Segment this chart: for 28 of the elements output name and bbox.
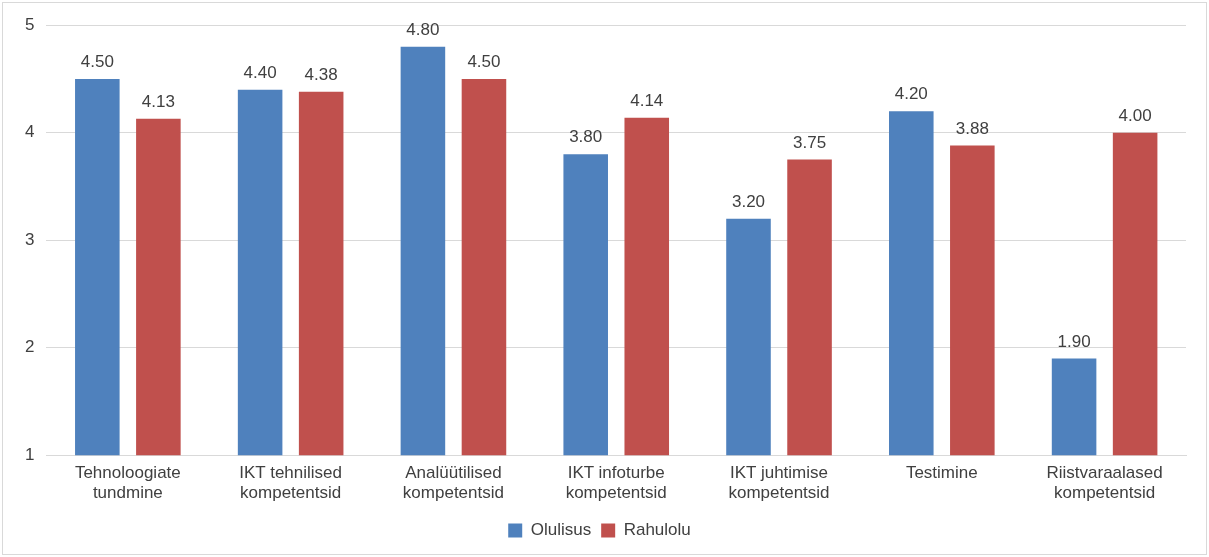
x-tick-label: IKT infoturbe kompetentsid	[565, 463, 667, 503]
data-label: 4.14	[630, 90, 664, 110]
y-tick-label: 4	[24, 122, 35, 142]
x-tick-label: IKT tehnilised kompetentsid	[239, 463, 342, 503]
data-label: 4.13	[141, 91, 175, 111]
x-tick-label: IKT juhtimise kompetentsid	[728, 463, 830, 503]
x-tick-label: Tehnoloogiate tundmine	[74, 463, 181, 503]
data-label: 4.38	[304, 65, 338, 85]
data-label: 3.75	[793, 132, 827, 152]
data-label: 1.90	[1057, 331, 1091, 351]
y-tick-label: 1	[24, 444, 35, 464]
data-label: 4.20	[894, 84, 928, 104]
y-tick-label: 5	[24, 14, 35, 34]
data-label: 3.80	[569, 127, 603, 147]
data-label: 4.50	[467, 52, 501, 72]
legend-label: Rahulolu	[623, 520, 691, 540]
x-tick-label: Analüütilised kompetentsid	[402, 463, 504, 503]
y-tick-label: 3	[24, 229, 35, 249]
data-label: 4.40	[243, 62, 277, 82]
data-label: 4.00	[1118, 105, 1152, 125]
y-tick-label: 2	[24, 337, 35, 357]
legend-label: Olulisus	[530, 520, 592, 540]
data-label: 3.88	[955, 118, 989, 138]
data-label: 4.50	[80, 52, 114, 72]
data-label: 3.20	[731, 191, 766, 211]
x-tick-label: Riistvaraalased kompetentsid	[1046, 463, 1163, 503]
x-tick-label: Testimine	[905, 463, 978, 483]
data-label: 4.80	[406, 19, 440, 39]
